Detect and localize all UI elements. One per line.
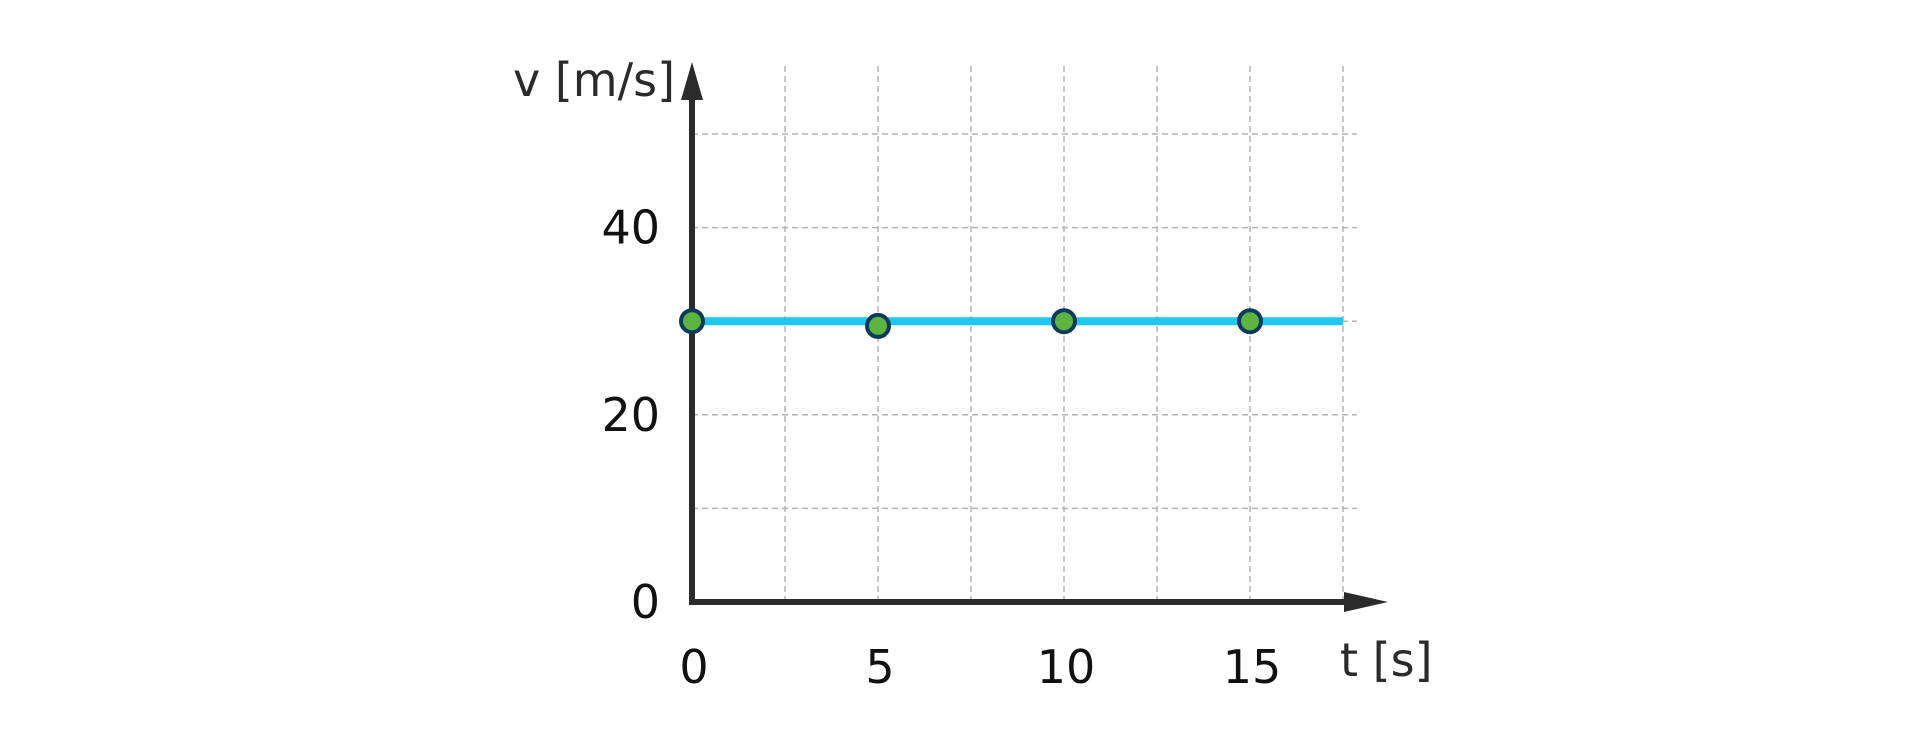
x-tick-label: 10 bbox=[1037, 640, 1096, 694]
data-point bbox=[865, 312, 891, 339]
grid bbox=[692, 66, 1357, 602]
data-point bbox=[1237, 308, 1263, 335]
x-tick-label: 15 bbox=[1223, 640, 1282, 694]
data-point bbox=[679, 308, 705, 335]
markers bbox=[679, 308, 1263, 339]
y-axis-arrow bbox=[681, 62, 703, 100]
axes bbox=[681, 62, 1388, 612]
y-tick-label: 20 bbox=[601, 388, 660, 442]
x-tick-label: 5 bbox=[865, 640, 894, 694]
x-axis-arrow bbox=[1344, 592, 1388, 612]
y-axis-title: v [m/s] bbox=[513, 53, 675, 107]
y-tick-label: 0 bbox=[631, 575, 660, 629]
data-point bbox=[1051, 308, 1077, 335]
x-tick-label: 0 bbox=[679, 640, 708, 694]
labels: v [m/s] t [s] 0 5 10 15 0 20 40 bbox=[513, 53, 1433, 694]
y-tick-label: 40 bbox=[601, 201, 660, 255]
x-axis-title: t [s] bbox=[1340, 633, 1433, 687]
